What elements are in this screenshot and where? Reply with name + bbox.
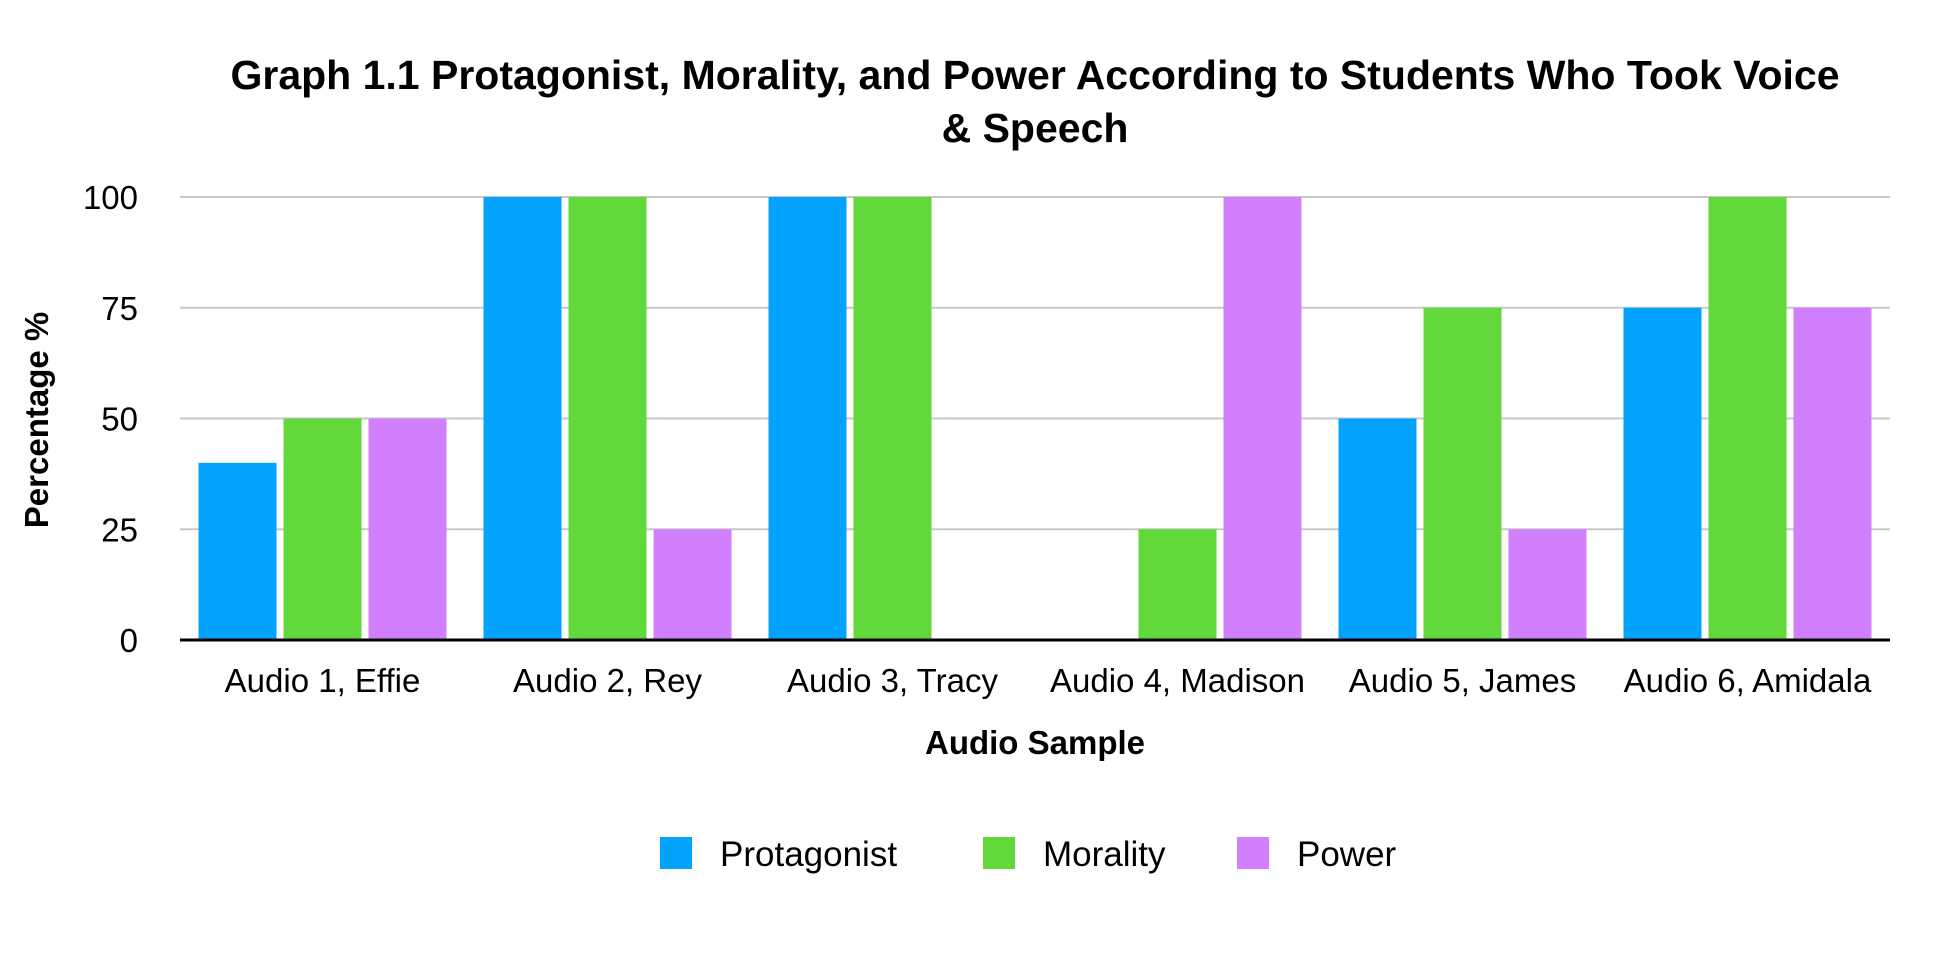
chart-title-line-1: Graph 1.1 Protagonist, Morality, and Pow… <box>230 52 1839 98</box>
legend-label-morality: Morality <box>1043 835 1166 874</box>
bar-morality-2 <box>568 197 647 640</box>
bar-protagonist-1 <box>198 462 277 640</box>
bar-morality-3 <box>853 197 932 640</box>
y-tick-label: 50 <box>101 401 138 438</box>
legend: Protagonist Morality Power <box>660 835 1397 874</box>
y-axis-ticks: 0 25 50 75 100 <box>83 179 138 659</box>
bar-power-2 <box>653 529 732 640</box>
bar-power-5 <box>1508 529 1587 640</box>
bars <box>198 197 1872 640</box>
y-tick-label: 75 <box>101 290 138 327</box>
bar-morality-1 <box>283 418 362 640</box>
y-tick-label: 0 <box>120 622 138 659</box>
x-tick-label: Audio 6, Amidala <box>1624 662 1872 699</box>
bar-power-6 <box>1793 307 1872 640</box>
legend-label-protagonist: Protagonist <box>720 835 897 874</box>
y-axis-title: Percentage % <box>18 312 55 528</box>
legend-label-power: Power <box>1297 835 1397 874</box>
x-tick-label: Audio 5, James <box>1349 662 1576 699</box>
x-tick-label: Audio 1, Effie <box>225 662 421 699</box>
bar-morality-5 <box>1423 307 1502 640</box>
legend-swatch-morality <box>983 837 1015 869</box>
y-tick-label: 25 <box>101 511 138 548</box>
bar-morality-6 <box>1708 197 1787 640</box>
chart-title: Graph 1.1 Protagonist, Morality, and Pow… <box>230 52 1839 151</box>
y-tick-label: 100 <box>83 179 138 216</box>
chart-title-line-2: & Speech <box>942 105 1129 151</box>
legend-swatch-power <box>1237 837 1269 869</box>
bar-protagonist-2 <box>483 197 562 640</box>
x-tick-label: Audio 2, Rey <box>513 662 702 699</box>
bar-protagonist-6 <box>1623 307 1702 640</box>
x-axis-ticks: Audio 1, Effie Audio 2, Rey Audio 3, Tracy… <box>225 662 1872 699</box>
bar-morality-4 <box>1138 529 1217 640</box>
legend-swatch-protagonist <box>660 837 692 869</box>
bar-protagonist-5 <box>1338 418 1417 640</box>
gridlines <box>180 196 1890 531</box>
x-tick-label: Audio 3, Tracy <box>787 662 998 699</box>
bar-power-4 <box>1223 197 1302 640</box>
bar-power-1 <box>368 418 447 640</box>
x-axis-title: Audio Sample <box>925 724 1145 761</box>
bar-protagonist-3 <box>768 197 847 640</box>
x-tick-label: Audio 4, Madison <box>1050 662 1305 699</box>
